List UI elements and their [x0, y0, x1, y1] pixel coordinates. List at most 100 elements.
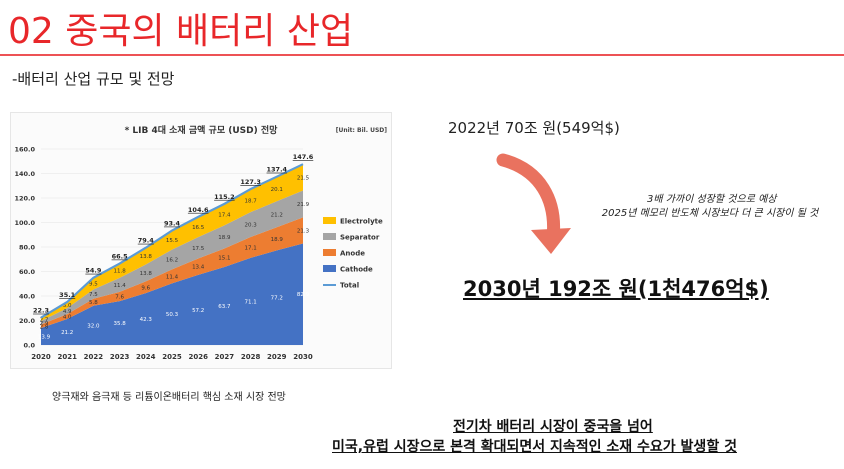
x-tick-label: 2021 — [57, 353, 77, 361]
x-tick-label: 2025 — [162, 353, 182, 361]
market-size-2030: 2030년 192조 원(1천476억$) — [463, 277, 769, 301]
x-tick-label: 2026 — [188, 353, 208, 361]
total-label: 137.4 — [267, 166, 288, 174]
slide-title: 02 중국의 배터리 산업 — [8, 11, 354, 52]
legend-label-electrolyte: Electrolyte — [340, 218, 383, 226]
data-label-electrolyte: 16.5 — [192, 225, 205, 231]
conclusion-line-1: 전기차 배터리 시장이 중국을 넘어 — [453, 419, 653, 435]
y-tick-label: 0.0 — [23, 342, 35, 350]
data-label-electrolyte: 11.8 — [113, 269, 126, 275]
data-label-cathode: 21.2 — [61, 330, 73, 336]
data-label-cathode: 13.9 — [38, 334, 51, 340]
data-label-anode: 18.9 — [271, 237, 284, 243]
x-tick-label: 2027 — [215, 353, 235, 361]
data-label-separator: 18.9 — [218, 235, 231, 241]
data-label-cathode: 32.0 — [87, 323, 100, 329]
legend-label-cathode: Cathode — [340, 266, 373, 274]
data-label-anode: 15.1 — [218, 256, 230, 262]
total-label: 127.3 — [240, 178, 261, 186]
data-label-electrolyte: 13.8 — [140, 254, 153, 260]
x-tick-label: 2024 — [136, 353, 156, 361]
data-label-separator: 16.2 — [166, 257, 178, 263]
y-tick-label: 160.0 — [14, 146, 35, 154]
chart-title: * LIB 4대 소재 금액 규모 (USD) 전망 — [125, 124, 279, 136]
market-size-2022: 2022년 70조 원(549억$) — [448, 119, 620, 137]
comparison-note: 2025년 메모리 반도체 시장보다 더 큰 시장이 될 것 — [601, 208, 819, 219]
total-label: 54.9 — [85, 267, 102, 275]
total-label: 147.6 — [293, 153, 314, 161]
y-tick-label: 80.0 — [19, 244, 36, 252]
legend-label-total: Total — [340, 282, 359, 290]
data-label-electrolyte: 18.7 — [244, 199, 257, 205]
data-label-electrolyte: 9.5 — [89, 282, 98, 288]
data-label-cathode: 63.7 — [218, 304, 231, 310]
data-label-separator: 7.5 — [89, 292, 98, 298]
data-label-electrolyte: 17.4 — [218, 213, 231, 219]
total-label: 22.3 — [33, 307, 49, 315]
data-label-electrolyte: 5.0 — [63, 303, 72, 309]
y-tick-label: 100.0 — [14, 219, 35, 227]
x-tick-label: 2030 — [293, 353, 313, 361]
total-label: 66.5 — [112, 253, 129, 261]
data-label-electrolyte: 2.7 — [40, 317, 49, 323]
data-label-separator: 13.8 — [140, 271, 153, 277]
total-label: 104.6 — [188, 206, 209, 214]
data-label-separator: 4.9 — [63, 309, 72, 315]
data-label-separator: 21.2 — [271, 212, 283, 218]
data-label-anode: 7.6 — [115, 294, 124, 300]
data-label-anode: 2.8 — [40, 324, 49, 330]
data-label-anode: 21.3 — [297, 228, 310, 234]
data-label-electrolyte: 20.1 — [271, 187, 283, 193]
conclusion-line-2: 미국,유럽 시장으로 본격 확대되면서 지속적인 소재 수요가 발생할 것 — [332, 439, 737, 455]
total-label: 93.4 — [164, 220, 181, 228]
y-tick-label: 120.0 — [14, 195, 35, 203]
x-tick-label: 2022 — [84, 353, 104, 361]
y-tick-label: 60.0 — [19, 268, 36, 276]
title-divider — [0, 54, 844, 56]
y-tick-label: 140.0 — [14, 170, 35, 178]
market-chart: * LIB 4대 소재 금액 규모 (USD) 전망 [Unit: Bil. US… — [10, 112, 392, 369]
data-label-cathode: 77.2 — [271, 296, 283, 302]
total-label: 35.1 — [59, 291, 76, 299]
y-tick-label: 40.0 — [19, 293, 36, 301]
area-anode — [41, 217, 303, 328]
data-label-separator: 20.3 — [244, 223, 257, 229]
data-label-anode: 17.1 — [244, 245, 256, 251]
y-tick-label: 20.0 — [19, 317, 36, 325]
x-tick-label: 2020 — [31, 353, 51, 361]
data-label-anode: 5.8 — [89, 300, 98, 306]
chart-unit: [Unit: Bil. USD] — [336, 127, 388, 134]
data-label-cathode: 57.2 — [192, 308, 204, 314]
chart-caption: 양극재와 음극재 등 리튬이온배터리 핵심 소재 시장 전망 — [52, 392, 286, 403]
legend-swatch-cathode — [323, 265, 336, 272]
data-label-cathode: 82.9 — [297, 292, 310, 298]
x-tick-label: 2023 — [110, 353, 130, 361]
data-label-electrolyte: 21.5 — [297, 175, 310, 181]
data-label-anode: 4.0 — [63, 315, 72, 321]
data-label-separator: 11.4 — [113, 283, 126, 289]
area-electrolyte — [41, 164, 303, 321]
data-label-separator: 17.5 — [192, 246, 205, 252]
x-tick-label: 2029 — [267, 353, 287, 361]
growth-arrow-icon — [496, 153, 571, 254]
legend-swatch-electrolyte — [323, 217, 336, 224]
data-label-cathode: 42.3 — [140, 317, 153, 323]
slide-subtitle: -배터리 산업 규모 및 전망 — [12, 70, 175, 88]
total-line — [40, 163, 304, 319]
market-area-chart: * LIB 4대 소재 금액 규모 (USD) 전망 [Unit: Bil. US… — [14, 124, 388, 361]
data-label-separator: 2.9 — [40, 321, 49, 327]
data-label-separator: 21.9 — [297, 202, 310, 208]
data-label-anode: 13.4 — [192, 265, 205, 271]
legend-label-separator: Separator — [340, 234, 380, 242]
data-label-anode: 11.4 — [166, 274, 179, 280]
legend-swatch-anode — [323, 249, 336, 256]
legend-label-anode: Anode — [340, 250, 365, 258]
total-label: 79.4 — [138, 237, 155, 245]
data-label-electrolyte: 15.5 — [166, 238, 179, 244]
data-label-cathode: 71.1 — [244, 299, 256, 305]
data-label-cathode: 35.8 — [113, 321, 126, 327]
x-tick-label: 2028 — [241, 353, 261, 361]
area-separator — [41, 190, 303, 325]
total-label: 115.2 — [214, 193, 235, 201]
growth-note: 3배 가까이 성장할 것으로 예상 — [647, 194, 777, 205]
